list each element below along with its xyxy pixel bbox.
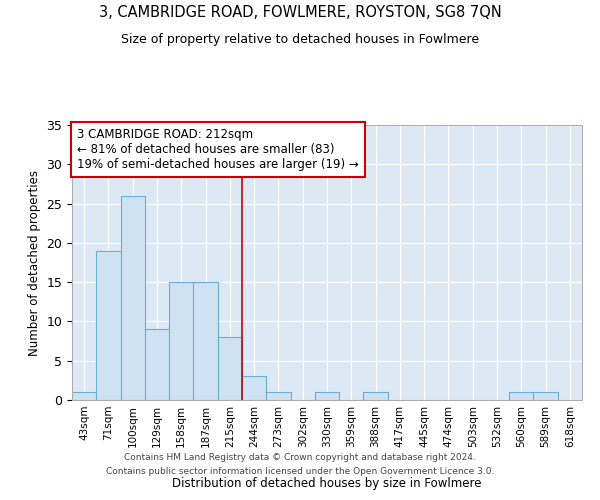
Bar <box>509 392 533 400</box>
Bar <box>533 392 558 400</box>
Bar <box>193 282 218 400</box>
Bar <box>242 376 266 400</box>
Bar <box>72 392 96 400</box>
Bar <box>121 196 145 400</box>
Text: 3, CAMBRIDGE ROAD, FOWLMERE, ROYSTON, SG8 7QN: 3, CAMBRIDGE ROAD, FOWLMERE, ROYSTON, SG… <box>98 5 502 20</box>
Y-axis label: Number of detached properties: Number of detached properties <box>28 170 41 356</box>
Text: 3 CAMBRIDGE ROAD: 212sqm
← 81% of detached houses are smaller (83)
19% of semi-d: 3 CAMBRIDGE ROAD: 212sqm ← 81% of detach… <box>77 128 359 171</box>
Bar <box>145 330 169 400</box>
Text: Distribution of detached houses by size in Fowlmere: Distribution of detached houses by size … <box>172 477 482 490</box>
Bar <box>169 282 193 400</box>
Bar <box>218 337 242 400</box>
Text: Size of property relative to detached houses in Fowlmere: Size of property relative to detached ho… <box>121 32 479 46</box>
Bar <box>96 250 121 400</box>
Bar <box>364 392 388 400</box>
Bar <box>266 392 290 400</box>
Bar <box>315 392 339 400</box>
Text: Contains HM Land Registry data © Crown copyright and database right 2024.: Contains HM Land Registry data © Crown c… <box>124 454 476 462</box>
Text: Contains public sector information licensed under the Open Government Licence 3.: Contains public sector information licen… <box>106 467 494 476</box>
